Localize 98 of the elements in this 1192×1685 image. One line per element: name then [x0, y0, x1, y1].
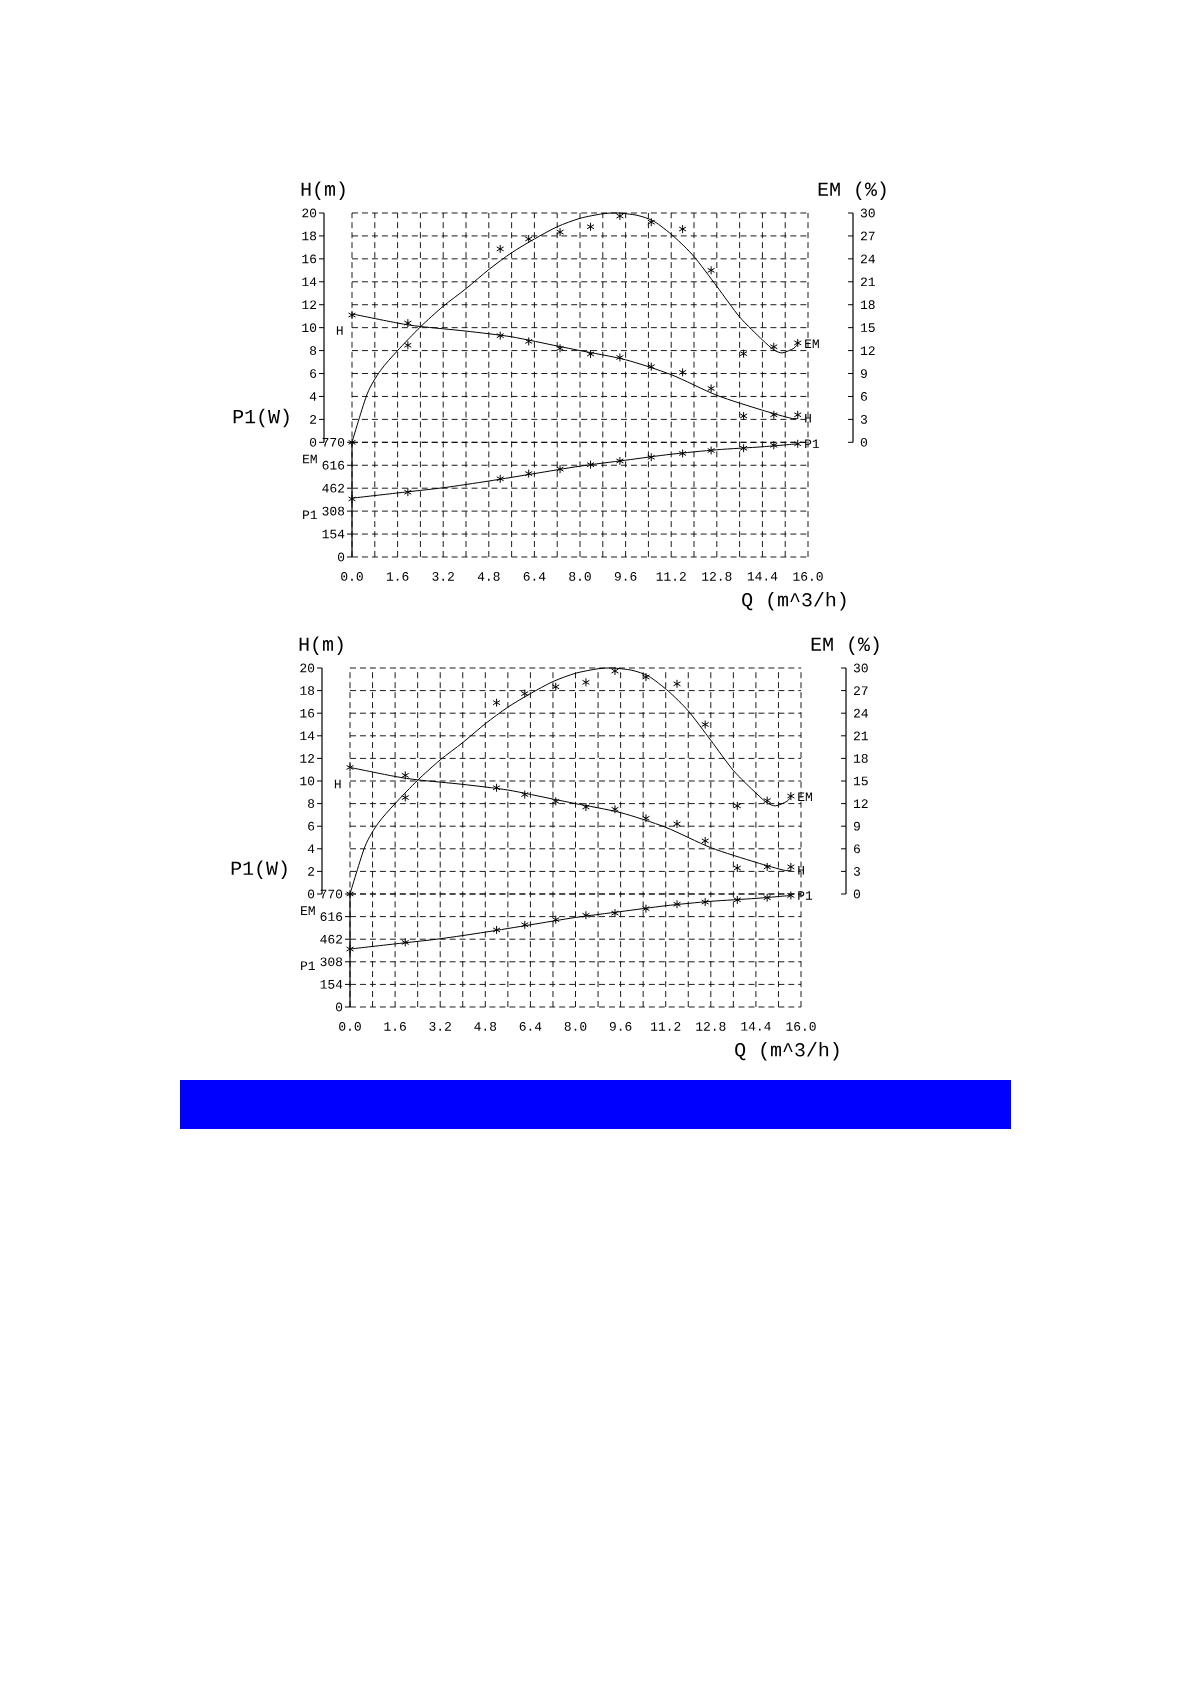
y3-tick-label: 462 [322, 483, 345, 493]
y2-tick-label: 12 [860, 346, 875, 355]
y-tick-label: 10 [302, 323, 317, 333]
y3-tick-label: 770 [322, 437, 345, 447]
y-tick-label: 16 [302, 254, 317, 264]
text: EM [301, 906, 315, 915]
x-tick-label: 16.0 [793, 572, 823, 581]
text: P1 [303, 510, 317, 520]
x-tick-label: 11.2 [656, 572, 686, 581]
y-tick-label: 2 [310, 415, 317, 424]
y2-tick-label: 30 [853, 663, 868, 673]
y-tick-label: 4 [309, 392, 317, 401]
series-label: P1 [805, 439, 820, 449]
y3-axis-title: P1(W) [233, 408, 289, 428]
x-tick-label: 6.4 [519, 1022, 542, 1031]
y2-axis-title: EM (%) [818, 181, 886, 200]
y-tick-label: 8 [310, 346, 317, 355]
y-tick-label: 0 [307, 889, 315, 899]
y3-tick-label: 616 [320, 912, 343, 921]
x-tick-label: 4.8 [474, 1022, 497, 1031]
y-axis-title: H(m) [299, 636, 343, 655]
x-axis-title: Q (m^3/h) [735, 1041, 839, 1061]
x-tick-label: 12.8 [702, 572, 732, 581]
x-tick-label: 16.0 [786, 1022, 816, 1031]
y3-tick-label: 462 [320, 934, 343, 944]
y2-tick-label: 24 [853, 708, 868, 718]
y2-tick-label: 9 [860, 369, 867, 378]
x-tick-label: 8.0 [564, 1022, 587, 1031]
series-label: H [805, 413, 811, 423]
y-tick-label: 14 [302, 277, 317, 287]
y2-tick-label: 15 [853, 776, 868, 786]
x-tick-label: 14.4 [747, 572, 778, 581]
x-tick-label: 11.2 [651, 1022, 681, 1031]
y-tick-label: 18 [300, 686, 315, 695]
y3-tick-label: 0 [335, 1002, 343, 1012]
series-label: H [798, 866, 804, 875]
y-tick-label: 2 [308, 867, 315, 876]
x-tick-label: 1.6 [384, 1022, 406, 1031]
y-tick-label: 10 [300, 776, 315, 786]
y2-tick-label: 21 [853, 731, 868, 741]
x-tick-label: 1.6 [386, 572, 409, 581]
y3-tick-label: 308 [322, 506, 345, 516]
y2-tick-label: 6 [861, 392, 867, 401]
y-tick-label: 20 [302, 208, 317, 218]
y-tick-label: 16 [300, 708, 315, 718]
x-tick-label: 4.8 [477, 572, 500, 581]
y3-tick-label: 308 [320, 957, 343, 967]
y2-tick-label: 0 [860, 437, 868, 447]
series-label: P1 [798, 891, 813, 900]
y-tick-label: 4 [307, 844, 315, 854]
y2-tick-label: 18 [853, 754, 868, 763]
x-tick-label: 3.2 [429, 1022, 451, 1031]
x-tick-label: 9.6 [609, 1022, 632, 1031]
text: P1 [301, 961, 315, 970]
y2-tick-label: 6 [854, 844, 860, 854]
y2-tick-label: 9 [853, 821, 860, 831]
x-tick-label: 0.0 [339, 1022, 361, 1031]
y-tick-label: 18 [302, 231, 317, 241]
x-tick-label: 3.2 [432, 572, 454, 581]
text: EM [303, 454, 317, 464]
y-tick-label: 8 [308, 799, 315, 808]
x-tick-label: 8.0 [569, 572, 591, 581]
y3-tick-label: 770 [320, 889, 343, 899]
y-axis-title: H(m) [301, 181, 345, 200]
x-tick-label: 6.4 [523, 572, 546, 581]
y-tick-label: 20 [300, 663, 315, 673]
y2-axis-title: EM (%) [811, 636, 879, 655]
y2-tick-label: 27 [860, 231, 875, 241]
y3-tick-label: 0 [337, 552, 345, 562]
y3-tick-label: 616 [322, 460, 345, 470]
y-tick-label: 12 [302, 300, 317, 310]
y2-tick-label: 24 [860, 254, 875, 264]
y-tick-label: 14 [300, 731, 315, 741]
y2-tick-label: 0 [853, 889, 861, 899]
x-tick-label: 12.8 [696, 1022, 726, 1031]
text: H [334, 779, 341, 789]
x-axis-title: Q (m^3/h) [742, 591, 846, 611]
y2-tick-label: 12 [853, 799, 868, 808]
y2-tick-label: 15 [860, 323, 875, 332]
y2-tick-label: 3 [853, 867, 860, 876]
y2-tick-label: 30 [860, 208, 875, 218]
y-tick-label: 6 [310, 369, 317, 378]
y-tick-label: 0 [309, 437, 317, 447]
x-tick-label: 9.6 [614, 572, 637, 581]
y2-tick-label: 3 [860, 415, 867, 424]
text: H [336, 326, 343, 335]
series-label: EM [805, 339, 819, 348]
y3-tick-label: 154 [322, 529, 345, 539]
y-tick-label: 12 [300, 754, 315, 763]
y3-tick-label: 154 [320, 980, 343, 989]
x-tick-label: 14.4 [741, 1022, 771, 1031]
x-tick-label: 0.0 [341, 572, 363, 581]
y2-tick-label: 21 [860, 277, 875, 287]
y3-axis-title: P1(W) [231, 860, 287, 879]
series-label: EM [798, 792, 812, 802]
y-tick-label: 6 [308, 821, 315, 831]
y2-tick-label: 27 [853, 686, 868, 695]
y2-tick-label: 18 [860, 300, 875, 310]
